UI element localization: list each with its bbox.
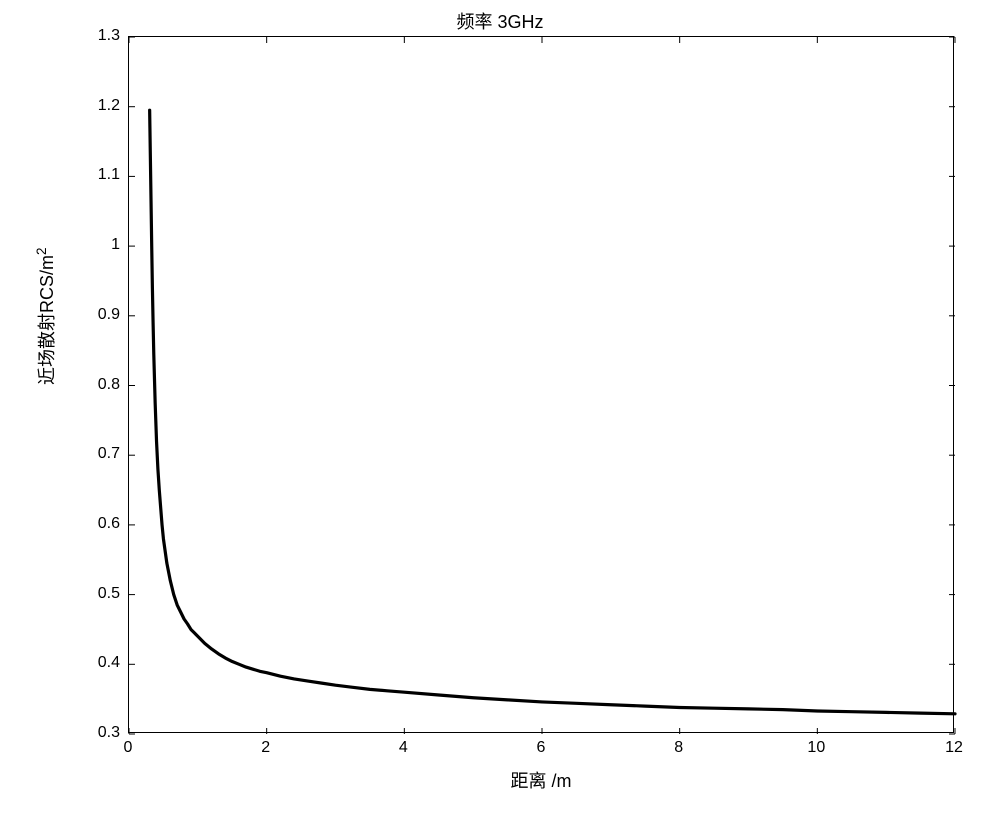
y-tick-label: 0.7 [88, 445, 120, 463]
y-tick-label: 0.6 [88, 515, 120, 533]
plot-area [128, 36, 954, 733]
x-tick-label: 10 [807, 739, 825, 757]
y-tick-label: 1.2 [88, 97, 120, 115]
y-tick-label: 1 [88, 236, 120, 254]
y-tick-label: 0.5 [88, 585, 120, 603]
chart-title: 频率 3GHz [0, 8, 1000, 34]
x-tick-label: 6 [537, 739, 546, 757]
x-tick-label: 4 [399, 739, 408, 757]
y-tick-label: 0.4 [88, 654, 120, 672]
x-tick-label: 2 [261, 739, 270, 757]
y-tick-label: 1.1 [88, 166, 120, 184]
data-line [150, 110, 955, 714]
y-tick-label: 0.8 [88, 376, 120, 394]
y-tick-label: 0.9 [88, 306, 120, 324]
figure: 频率 3GHz 近场散射RCS/m2 距离 /m 0246810120.30.4… [0, 0, 1000, 814]
plot-svg [129, 37, 955, 734]
y-axis-label-sup: 2 [34, 247, 49, 255]
x-axis-label: 距离 /m [511, 767, 572, 793]
y-tick-label: 0.3 [88, 724, 120, 742]
x-tick-label: 8 [674, 739, 683, 757]
y-tick-label: 1.3 [88, 27, 120, 45]
x-tick-label: 12 [945, 739, 963, 757]
y-axis-label-text: 近场散射RCS/m [37, 255, 57, 385]
x-tick-label: 0 [124, 739, 133, 757]
